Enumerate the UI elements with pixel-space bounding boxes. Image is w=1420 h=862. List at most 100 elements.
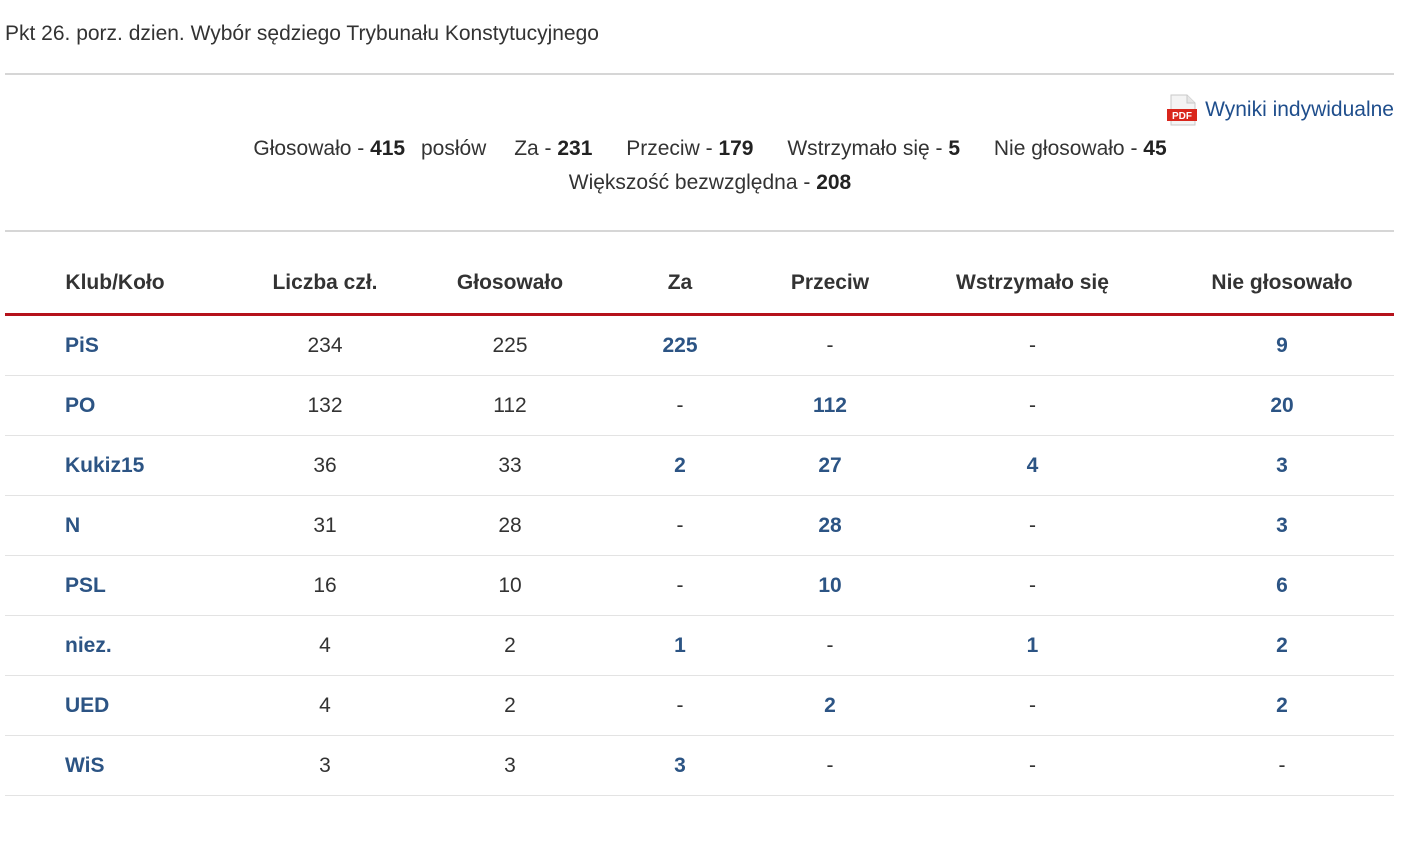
cell-wstrzymalo: -	[895, 675, 1170, 736]
nie-value[interactable]: 2	[1276, 693, 1288, 717]
cell-nie: 6	[1170, 555, 1394, 616]
table-row: N 31 28 - 28 - 3	[5, 495, 1394, 556]
club-link[interactable]: PO	[65, 393, 96, 417]
cell-members: 132	[225, 375, 425, 436]
table-row: PiS 234 225 225 - - 9	[5, 314, 1394, 376]
col-header-voted: Głosowało	[425, 253, 595, 316]
members-value: 234	[307, 333, 343, 357]
cell-przeciw: 112	[765, 375, 895, 436]
nie-value[interactable]: 6	[1276, 573, 1288, 597]
cell-club: PSL	[5, 555, 225, 616]
za-value[interactable]: 2	[674, 453, 686, 477]
cell-przeciw: -	[765, 615, 895, 676]
za-value: -	[676, 573, 684, 597]
table-row: PSL 16 10 - 10 - 6	[5, 555, 1394, 616]
col-header-za: Za	[595, 253, 765, 316]
club-link[interactable]: niez.	[65, 633, 112, 657]
cell-voted: 225	[425, 314, 595, 376]
cell-wstrzymalo: -	[895, 375, 1170, 436]
cell-za: 225	[595, 314, 765, 376]
cell-voted: 3	[425, 735, 595, 796]
cell-przeciw: 27	[765, 435, 895, 496]
club-link[interactable]: N	[65, 513, 81, 537]
przeciw-value: -	[826, 753, 834, 777]
club-link[interactable]: PiS	[65, 333, 99, 357]
cell-club: niez.	[5, 615, 225, 676]
individual-results-link[interactable]: PDF Wyniki indywidualne	[1165, 93, 1394, 127]
voted-value: 33	[498, 453, 522, 477]
przeciw-value[interactable]: 2	[824, 693, 836, 717]
voted-value: 2	[504, 633, 516, 657]
cell-members: 234	[225, 314, 425, 376]
za-value[interactable]: 3	[674, 753, 686, 777]
cell-members: 4	[225, 675, 425, 736]
individual-results-label: Wyniki indywidualne	[1205, 98, 1394, 121]
wstrzymalo-value: -	[1029, 393, 1036, 417]
members-value: 31	[313, 513, 337, 537]
cell-za: -	[595, 375, 765, 436]
members-value: 4	[319, 693, 331, 717]
cell-club: PO	[5, 375, 225, 436]
cell-nie: 9	[1170, 314, 1394, 376]
cell-za: 3	[595, 735, 765, 796]
cell-wstrzymalo: -	[895, 495, 1170, 556]
przeciw-label: Przeciw -	[626, 137, 719, 160]
cell-za: 1	[595, 615, 765, 676]
cell-club: UED	[5, 675, 225, 736]
club-link[interactable]: Kukiz15	[65, 453, 145, 477]
club-link[interactable]: UED	[65, 693, 110, 717]
cell-przeciw: 10	[765, 555, 895, 616]
cell-przeciw: -	[765, 735, 895, 796]
cell-members: 31	[225, 495, 425, 556]
cell-nie: -	[1170, 735, 1394, 796]
cell-nie: 20	[1170, 375, 1394, 436]
nie-value[interactable]: 2	[1276, 633, 1288, 657]
voted-value: 3	[504, 753, 516, 777]
nie-count: 45	[1143, 137, 1167, 160]
wstrzymalo-count: 5	[948, 137, 961, 160]
wstrzymalo-value[interactable]: 4	[1026, 453, 1039, 477]
vote-summary: Głosowało - 415 posłów Za - 231 Przeciw …	[0, 137, 1420, 161]
cell-za: -	[595, 675, 765, 736]
col-header-nie: Nie głosowało	[1170, 253, 1394, 316]
cell-nie: 2	[1170, 675, 1394, 736]
voted-value: 225	[492, 333, 528, 357]
wstrzymalo-label: Wstrzymało się -	[787, 137, 949, 160]
za-value: -	[676, 693, 684, 717]
przeciw-value: -	[826, 633, 834, 657]
voted-value: 112	[493, 393, 527, 417]
club-link[interactable]: PSL	[65, 573, 106, 597]
nie-value[interactable]: 9	[1276, 333, 1288, 357]
cell-wstrzymalo: 1	[895, 615, 1170, 676]
przeciw-value[interactable]: 112	[813, 393, 847, 417]
nie-value[interactable]: 20	[1270, 393, 1294, 417]
nie-label: Nie głosowało -	[993, 137, 1144, 160]
za-value[interactable]: 1	[674, 633, 686, 657]
cell-wstrzymalo: 4	[895, 435, 1170, 496]
table-row: UED 4 2 - 2 - 2	[5, 675, 1394, 736]
voted-count: 415	[370, 137, 406, 160]
cell-nie: 3	[1170, 435, 1394, 496]
nie-value[interactable]: 3	[1276, 453, 1288, 477]
cell-voted: 28	[425, 495, 595, 556]
voted-value: 2	[504, 693, 516, 717]
wstrzymalo-value: -	[1029, 573, 1036, 597]
za-value[interactable]: 225	[662, 333, 698, 357]
cell-wstrzymalo: -	[895, 314, 1170, 376]
przeciw-value[interactable]: 28	[818, 513, 842, 537]
club-link[interactable]: WiS	[65, 753, 105, 777]
cell-voted: 2	[425, 615, 595, 676]
cell-voted: 2	[425, 675, 595, 736]
przeciw-value[interactable]: 10	[818, 573, 842, 597]
club-results-table: Klub/Koło Liczba czł. Głosowało Za Przec…	[5, 253, 1394, 796]
cell-club: N	[5, 495, 225, 556]
cell-nie: 3	[1170, 495, 1394, 556]
nie-value[interactable]: 3	[1276, 513, 1288, 537]
summary-divider	[5, 230, 1394, 232]
top-divider	[5, 73, 1394, 75]
wstrzymalo-value[interactable]: 1	[1026, 633, 1039, 657]
cell-club: Kukiz15	[5, 435, 225, 496]
przeciw-value[interactable]: 27	[818, 453, 842, 477]
members-value: 4	[319, 633, 331, 657]
majority-label: Większość bezwzględna -	[568, 171, 817, 194]
